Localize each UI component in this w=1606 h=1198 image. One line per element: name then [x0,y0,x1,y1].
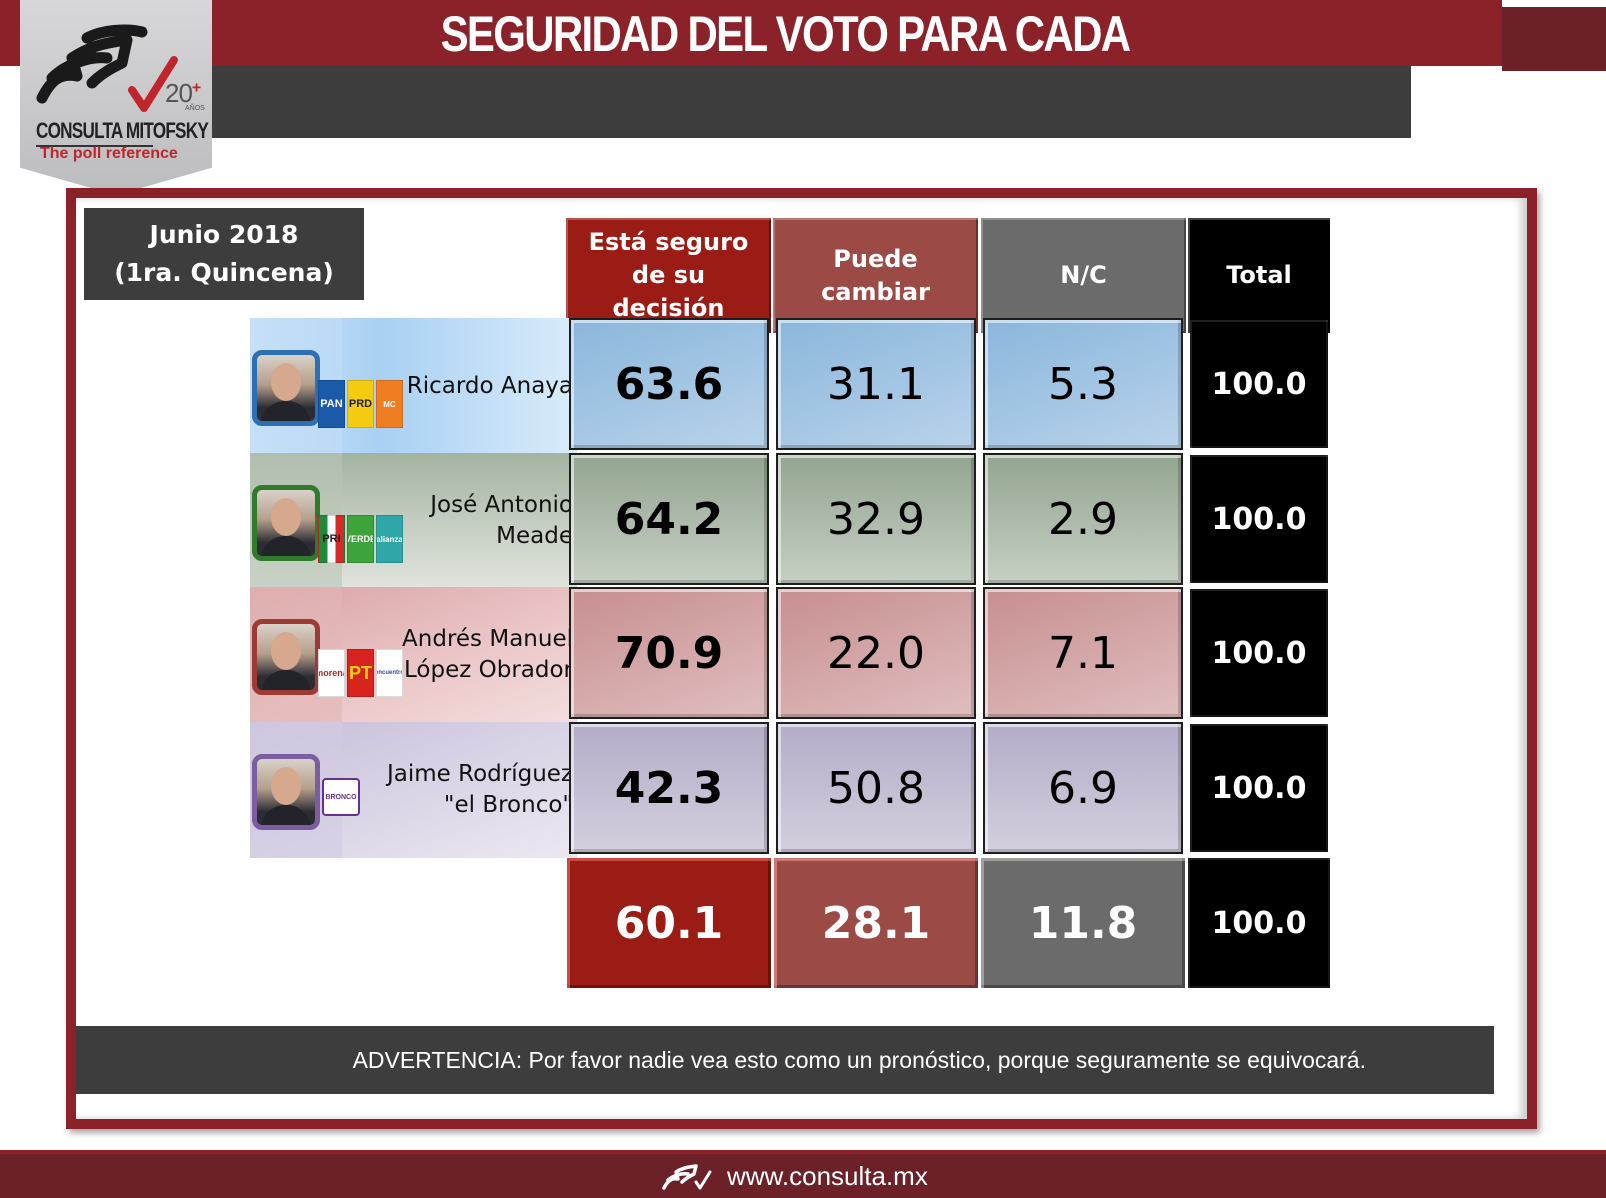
candidate-row-anaya: PAN PRD MC Ricardo Anaya [250,318,577,454]
cell-total-nc: 11.8 [981,858,1185,988]
footer-bar [0,1154,1606,1198]
cell-meade-puede-cambiar: 32.9 [778,455,974,583]
logo-tagline: The poll reference [40,145,178,162]
party-logo-mc: MC [376,380,403,428]
cell-rodriguez-nc: 6.9 [985,724,1181,852]
cell-meade-nc: 2.9 [985,455,1181,583]
cell-lopez-obrador-nc: 7.1 [985,589,1181,717]
candidate-name: Andrés Manuel López Obrador [402,626,573,683]
title-bar-accent [1502,7,1606,71]
logo-years: 20+ [165,78,201,108]
period-month: Junio 2018 [149,220,299,249]
cell-anaya-puede-cambiar: 31.1 [778,320,974,448]
column-header-nc: N/C [981,218,1186,333]
cell-rodriguez-total: 100.0 [1190,724,1328,852]
disclaimer-text: ADVERTENCIA: Por favor nadie vea esto co… [352,1046,1366,1073]
cell-total-seguro: 60.1 [567,858,771,988]
column-header-seguro: Está seguro de su decisión [566,218,771,333]
candidate-name: José Antonio Meade [430,492,573,549]
disclaimer-bar: ADVERTENCIA: Por favor nadie vea esto co… [76,1026,1494,1094]
cell-rodriguez-seguro: 42.3 [571,724,767,852]
logo-brand-name: CONSULTA MITOFSKY [36,118,209,147]
cell-rodriguez-puede-cambiar: 50.8 [778,724,974,852]
candidate-name: Jaime Rodríguez "el Bronco" [387,761,573,818]
footer-divider [0,1150,1606,1154]
cell-anaya-total: 100.0 [1190,320,1328,448]
cell-meade-seguro: 64.2 [571,455,767,583]
logo-years-label: AÑOS [185,105,205,112]
cell-total-total: 100.0 [1188,858,1330,988]
mitofsky-logo-icon [36,24,178,112]
party-logo-pan: PAN [318,380,345,428]
cell-lopez-obrador-puede-cambiar: 22.0 [778,589,974,717]
cell-anaya-nc: 5.3 [985,320,1181,448]
candidate-photo [252,485,320,561]
candidate-row-meade: PRI VERDE alianza José Antonio Meade [250,453,577,589]
subtitle-bar [210,66,1411,138]
candidate-row-lopez-obrador: morena PT encuentro Andrés Manuel López … [250,587,577,723]
mitofsky-logo-icon [662,1164,712,1190]
candidate-name: Ricardo Anaya [406,372,573,399]
party-logo-pt: PT [347,649,374,697]
party-logo-pri: PRI [318,515,345,563]
cell-meade-total: 100.0 [1190,455,1328,583]
website-link[interactable]: www.consulta.mx [727,1161,928,1191]
party-logo-independiente: BRONCO [322,778,360,816]
period-fortnight: (1ra. Quincena) [114,258,334,287]
page-title: SEGURIDAD DEL VOTO PARA CADA CANDIDATO [440,6,1131,122]
candidate-photo [252,754,320,830]
period-label: Junio 2018 (1ra. Quincena) [84,208,364,300]
candidate-photo [252,619,320,695]
column-header-puede-cambiar: Puede cambiar [773,218,978,333]
cell-lopez-obrador-seguro: 70.9 [571,589,767,717]
candidate-photo [252,350,320,426]
cell-anaya-seguro: 63.6 [571,320,767,448]
party-logo-prd: PRD [347,380,374,428]
party-logo-verde: VERDE [347,515,374,563]
party-logo-encuentro-social: encuentro [376,649,403,697]
cell-total-puede-cambiar: 28.1 [774,858,978,988]
party-logo-nueva-alianza: alianza [376,515,403,563]
logo: 20+ AÑOS CONSULTA MITOFSKY The poll refe… [20,0,212,195]
table-panel: Junio 2018 (1ra. Quincena) Está seguro d… [76,198,1527,1119]
title-bar [0,0,1502,66]
cell-lopez-obrador-total: 100.0 [1190,589,1328,717]
party-logo-morena: morena [318,649,345,697]
main-frame: Junio 2018 (1ra. Quincena) Está seguro d… [66,188,1537,1129]
candidate-row-rodriguez: BRONCO Jaime Rodríguez "el Bronco" [250,722,577,858]
column-header-total: Total [1188,218,1330,333]
